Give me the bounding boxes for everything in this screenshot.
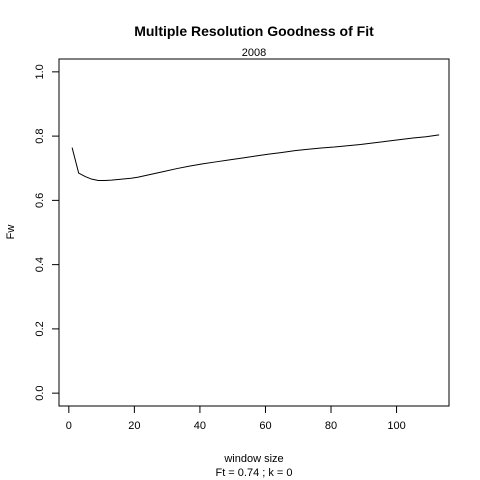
x-tick-label: 60	[259, 420, 271, 432]
x-tick-label: 20	[128, 420, 140, 432]
x-tick-label: 100	[387, 420, 405, 432]
x-tick-label: 0	[66, 420, 72, 432]
y-tick-label: 0.6	[34, 193, 46, 208]
x-axis-label: window size	[223, 453, 283, 465]
plot-frame	[58, 58, 450, 407]
series-line	[71, 134, 440, 181]
chart-footnote: Ft = 0.74 ; k = 0	[215, 467, 292, 479]
x-tick-label: 80	[325, 420, 337, 432]
y-tick-label: 1.0	[34, 64, 46, 79]
x-axis: 0 20 40 60 80 100	[66, 406, 406, 432]
x-tick-label: 40	[194, 420, 206, 432]
y-tick-label: 0.2	[34, 321, 46, 336]
y-tick-label: 0.8	[34, 128, 46, 143]
y-tick-label: 0.0	[34, 385, 46, 400]
series-layer	[71, 134, 440, 181]
chart-subtitle: 2008	[242, 47, 266, 59]
y-tick-label: 0.4	[34, 257, 46, 272]
chart-title: Multiple Resolution Goodness of Fit	[134, 23, 374, 39]
y-axis: 0.0 0.2 0.4 0.6 0.8 1.0	[34, 64, 59, 401]
y-axis-label: Fw	[5, 225, 17, 240]
